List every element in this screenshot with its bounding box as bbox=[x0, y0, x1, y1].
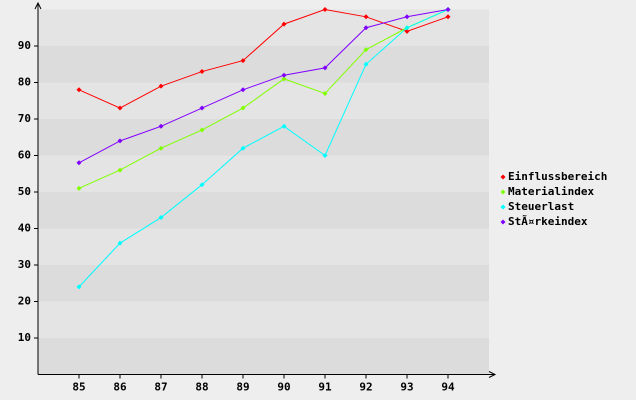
point bbox=[199, 69, 205, 75]
x-tick-label: 90 bbox=[277, 381, 290, 394]
line bbox=[78, 9, 449, 189]
point bbox=[76, 185, 82, 191]
legend-label: Materialindex bbox=[508, 185, 594, 198]
y-tick-label: 70 bbox=[18, 112, 31, 125]
legend-marker bbox=[500, 204, 506, 210]
grid-band bbox=[38, 301, 489, 338]
point bbox=[322, 65, 328, 71]
y-axis-arrow bbox=[34, 1, 42, 10]
point bbox=[158, 83, 164, 89]
point bbox=[117, 138, 123, 144]
grid-band bbox=[38, 338, 489, 375]
x-tick-label: 87 bbox=[154, 381, 167, 394]
x-tick-label: 88 bbox=[195, 381, 208, 394]
point bbox=[76, 284, 82, 290]
point bbox=[281, 123, 287, 129]
line bbox=[78, 8, 449, 109]
x-tick-label: 86 bbox=[113, 381, 127, 394]
line bbox=[78, 9, 449, 288]
y-tick-label: 20 bbox=[18, 295, 31, 308]
grid-band bbox=[38, 9, 489, 46]
point bbox=[199, 105, 205, 111]
x-tick-label: 93 bbox=[400, 381, 413, 394]
point bbox=[76, 87, 82, 93]
point bbox=[363, 47, 369, 53]
grid-band bbox=[38, 82, 489, 119]
x-axis-arrow bbox=[488, 371, 497, 378]
grid-band bbox=[38, 192, 489, 229]
grid-band bbox=[38, 155, 489, 192]
point bbox=[240, 58, 246, 64]
point bbox=[404, 28, 410, 34]
x-tick-label: 89 bbox=[236, 381, 249, 394]
point bbox=[445, 14, 451, 20]
point bbox=[240, 87, 246, 93]
point bbox=[240, 145, 246, 151]
grid-band bbox=[38, 265, 489, 302]
x-tick-label: 85 bbox=[72, 381, 85, 394]
x-tick-label: 91 bbox=[318, 381, 332, 394]
legend-marker bbox=[500, 174, 506, 180]
point bbox=[404, 25, 410, 31]
point bbox=[281, 21, 287, 27]
point bbox=[363, 25, 369, 31]
point bbox=[117, 240, 123, 246]
point bbox=[158, 123, 164, 129]
y-tick-label: 40 bbox=[18, 222, 31, 235]
grid-band bbox=[38, 228, 489, 265]
point bbox=[322, 7, 328, 12]
point bbox=[281, 76, 287, 82]
x-tick-label: 92 bbox=[359, 381, 372, 394]
point bbox=[240, 105, 246, 111]
point bbox=[117, 167, 123, 173]
y-tick-label: 90 bbox=[18, 39, 31, 52]
grid-band bbox=[38, 46, 489, 83]
line bbox=[78, 9, 449, 164]
point bbox=[363, 14, 369, 20]
y-tick-label: 30 bbox=[18, 258, 31, 271]
y-tick-label: 50 bbox=[18, 185, 31, 198]
point bbox=[158, 145, 164, 151]
point bbox=[199, 182, 205, 188]
point bbox=[445, 7, 451, 12]
x-tick-label: 94 bbox=[441, 381, 455, 394]
legend-label: Steuerlast bbox=[508, 200, 574, 213]
y-tick-label: 10 bbox=[18, 331, 31, 344]
point bbox=[76, 160, 82, 166]
point bbox=[322, 90, 328, 96]
y-tick-label: 60 bbox=[18, 149, 31, 162]
legend-marker bbox=[500, 219, 506, 225]
point bbox=[322, 153, 328, 158]
legend-marker bbox=[500, 189, 506, 195]
legend-label: Einflussbereich bbox=[508, 170, 607, 183]
point bbox=[363, 61, 369, 67]
point bbox=[158, 215, 164, 221]
point bbox=[404, 14, 410, 20]
point bbox=[281, 72, 287, 78]
point bbox=[117, 105, 123, 111]
legend-label: StÃ¤rkeindex bbox=[508, 215, 588, 228]
y-tick-label: 80 bbox=[18, 76, 31, 89]
point bbox=[199, 127, 205, 133]
